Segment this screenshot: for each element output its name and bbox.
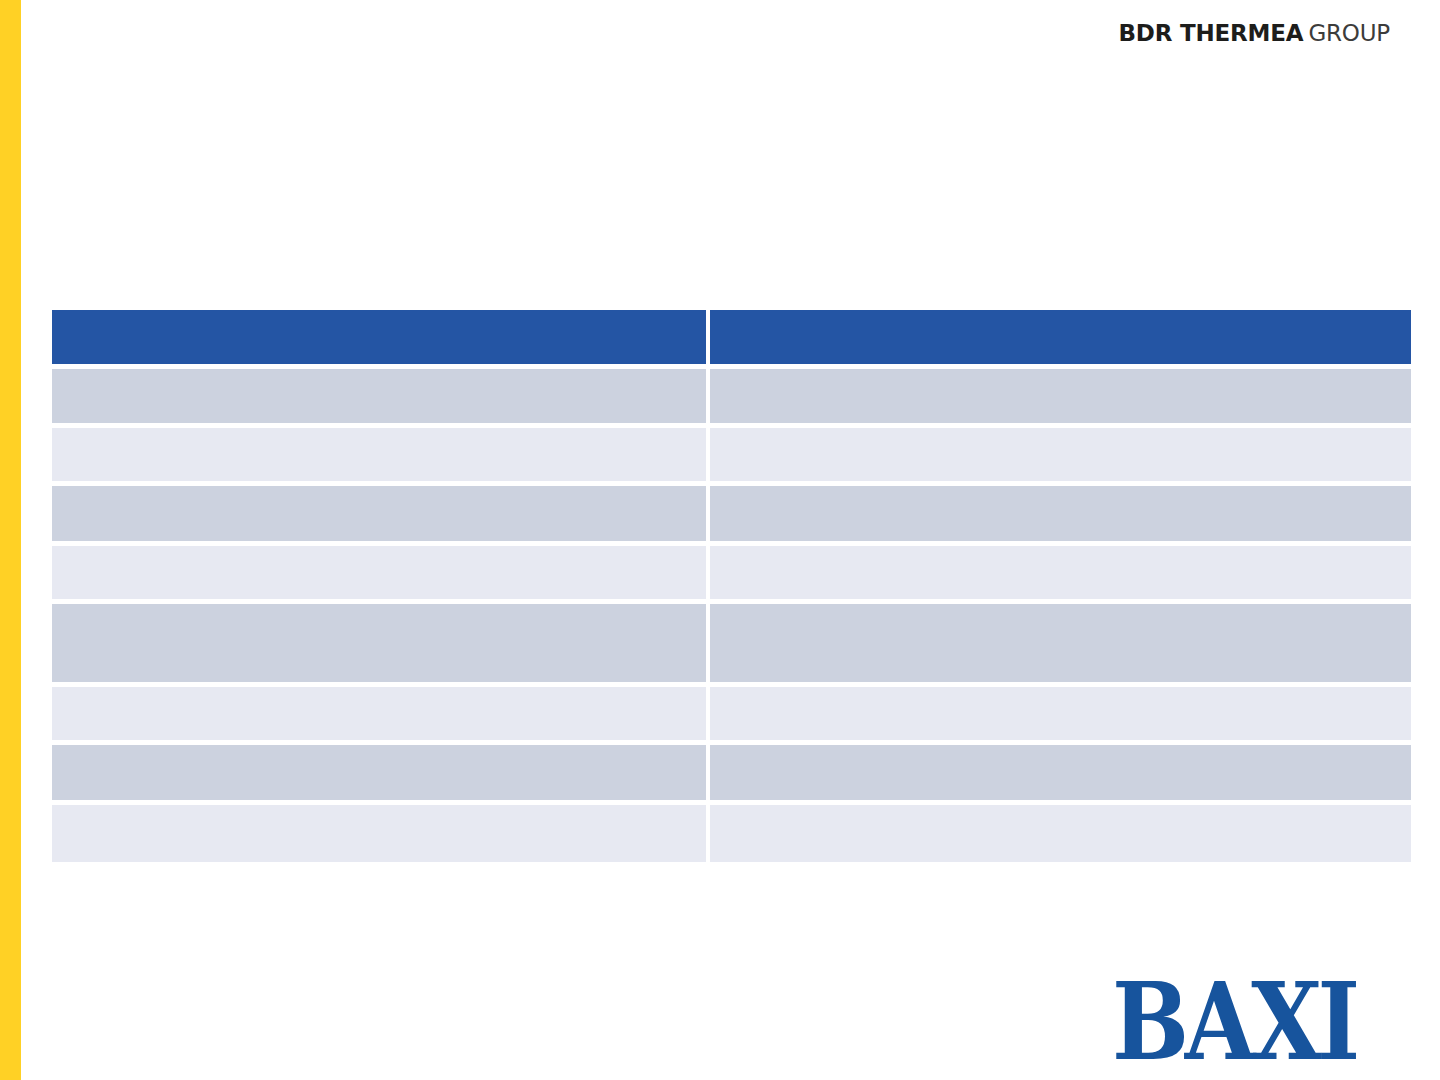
table-cell-r8c1 <box>52 805 706 862</box>
table-cell-r2c1 <box>52 428 706 481</box>
baxi-logo: BAXI <box>1112 978 1356 1066</box>
table-cell-r3c2 <box>710 486 1411 541</box>
table-cell-r7c1 <box>52 745 706 800</box>
table-header-cell-2 <box>710 310 1411 364</box>
table-cell-r8c2 <box>710 805 1411 862</box>
table-cell-r4c2 <box>710 546 1411 599</box>
table-cell-r6c2 <box>710 687 1411 740</box>
table-cell-r7c2 <box>710 745 1411 800</box>
table-cell-r4c1 <box>52 546 706 599</box>
left-accent-bar <box>0 0 21 1080</box>
table-cell-r1c1 <box>52 369 706 423</box>
table-cell-r6c1 <box>52 687 706 740</box>
table-cell-r1c2 <box>710 369 1411 423</box>
bdr-logo-light-text: GROUP <box>1308 20 1390 46</box>
table-cell-r5c2 <box>710 604 1411 682</box>
table-cell-r5c1 <box>52 604 706 682</box>
table-cell-r3c1 <box>52 486 706 541</box>
comparison-table <box>52 310 1411 862</box>
table-cell-r2c2 <box>710 428 1411 481</box>
bdr-thermea-group-logo: BDR THERMEAGROUP <box>1118 20 1390 46</box>
table-header-cell-1 <box>52 310 706 364</box>
bdr-logo-bold-text: BDR THERMEA <box>1118 20 1303 46</box>
